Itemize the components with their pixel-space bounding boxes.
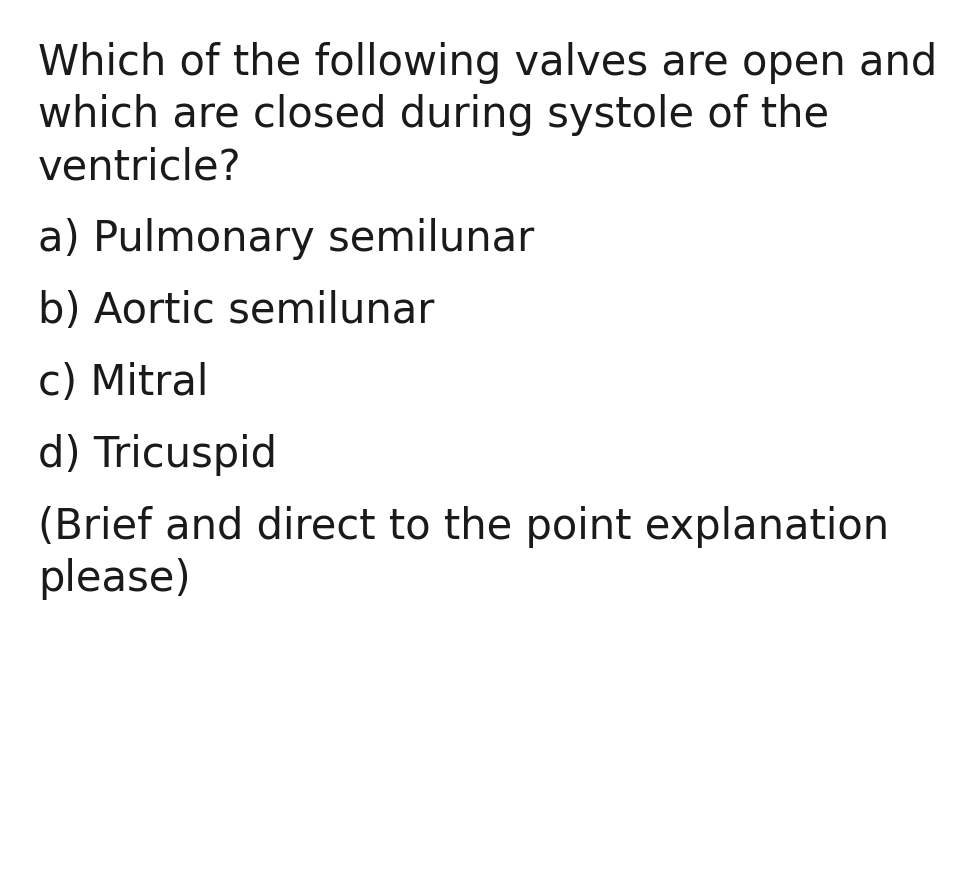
Text: (Brief and direct to the point explanation: (Brief and direct to the point explanati… [38, 506, 888, 548]
Text: Which of the following valves are open and: Which of the following valves are open a… [38, 42, 936, 84]
Text: ventricle?: ventricle? [38, 146, 242, 188]
Text: please): please) [38, 558, 191, 600]
Text: a) Pulmonary semilunar: a) Pulmonary semilunar [38, 218, 534, 260]
Text: d) Tricuspid: d) Tricuspid [38, 434, 277, 476]
Text: which are closed during systole of the: which are closed during systole of the [38, 94, 828, 136]
Text: b) Aortic semilunar: b) Aortic semilunar [38, 290, 434, 332]
Text: c) Mitral: c) Mitral [38, 362, 208, 404]
